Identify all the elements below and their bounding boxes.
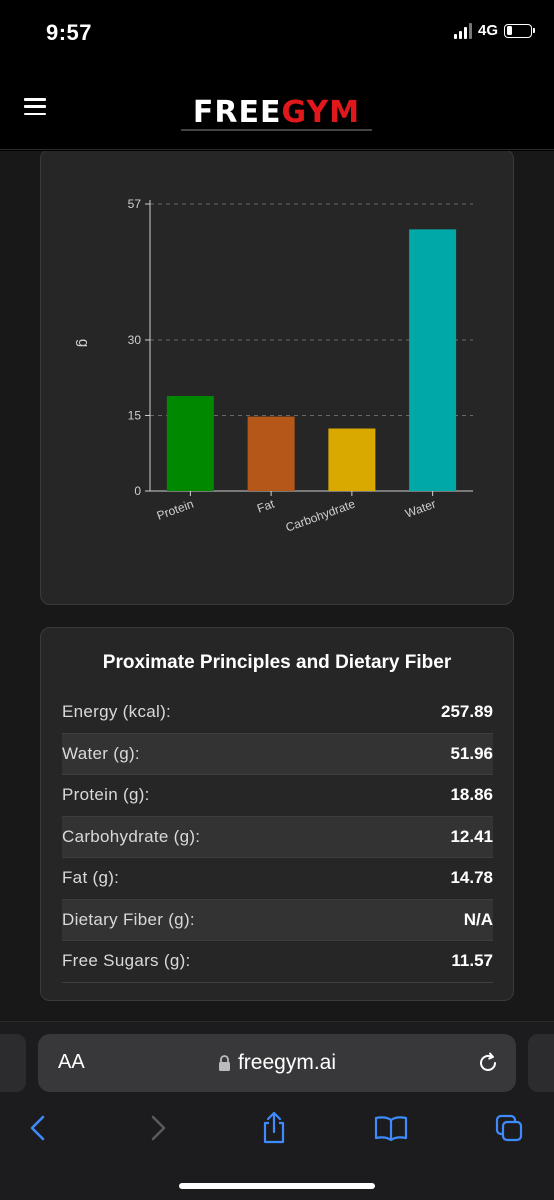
nutrition-row: Dietary Fiber (g): N/A	[62, 899, 493, 941]
y-tick-label: 57	[128, 197, 142, 211]
logo-free-text: FREE	[192, 94, 282, 130]
status-bar: 9:57 4G	[0, 0, 554, 66]
x-tick-label: Carbohydrate	[284, 497, 357, 535]
status-indicators: 4G	[453, 22, 535, 39]
url-display: freegym.ai	[38, 1034, 516, 1092]
lock-icon	[218, 1054, 230, 1071]
nutrition-row: Protein (g): 18.86	[62, 775, 493, 817]
nutrition-value: 51.96	[450, 743, 493, 763]
nutrition-row: Carbohydrate (g): 12.41	[62, 816, 493, 858]
nutrition-table: Energy (kcal): 257.89 Water (g): 51.96 Prote…	[62, 692, 493, 983]
browser-toolbar	[0, 1108, 554, 1148]
nutrition-value: 257.89	[441, 702, 493, 722]
tabs-icon	[495, 1114, 523, 1142]
share-button[interactable]	[254, 1108, 294, 1148]
nutrition-label: Water (g):	[62, 743, 140, 763]
x-tick-label: Protein	[155, 497, 196, 523]
x-tick-label: Water	[403, 497, 437, 521]
logo-gym-text: GYM	[281, 94, 361, 130]
nutrition-label: Dietary Fiber (g):	[62, 909, 195, 929]
previous-tab-peek[interactable]	[0, 1034, 26, 1092]
home-indicator	[179, 1183, 375, 1189]
app-header: FREE GYM	[0, 66, 554, 150]
bar-carbohydrate[interactable]	[328, 428, 376, 491]
signal-icon	[453, 22, 472, 39]
y-tick-label: 0	[134, 484, 141, 498]
reload-icon[interactable]	[476, 1051, 500, 1075]
tabs-button[interactable]	[489, 1108, 529, 1148]
nutrition-label: Protein (g):	[62, 785, 150, 805]
share-icon	[263, 1111, 285, 1144]
nutrition-label: Carbohydrate (g):	[62, 826, 201, 846]
nutrition-row: Fat (g): 14.78	[62, 858, 493, 900]
network-label: 4G	[477, 22, 498, 39]
y-axis-label: g	[75, 339, 92, 347]
nutrition-row: Water (g): 51.96	[62, 733, 493, 775]
nutrition-value: N/A	[463, 909, 493, 929]
hamburger-menu-icon[interactable]	[24, 98, 46, 115]
forward-icon	[151, 1115, 166, 1141]
freegym-logo[interactable]: FREE GYM	[181, 96, 372, 131]
bar-protein[interactable]	[166, 396, 214, 491]
status-time: 9:57	[46, 20, 93, 45]
main-content[interactable]: 0 15 30 57 g Protein Fat Carbohydrate Water Prox…	[0, 151, 554, 1021]
nutrition-row: Free Sugars (g): 11.57	[62, 941, 493, 983]
nutrition-label: Fat (g):	[62, 868, 120, 888]
nutrition-value: 18.86	[450, 785, 493, 805]
bookmarks-icon	[374, 1116, 408, 1142]
bookmarks-button[interactable]	[371, 1108, 411, 1148]
y-tick-label: 30	[128, 333, 142, 347]
y-tick-label: 15	[128, 408, 142, 422]
next-tab-peek[interactable]	[528, 1034, 554, 1092]
nutrition-label: Energy (kcal):	[62, 702, 172, 722]
x-tick-label: Fat	[255, 496, 277, 515]
bar-fat[interactable]	[247, 416, 295, 491]
address-bar[interactable]: AA freegym.ai	[38, 1034, 516, 1092]
macronutrient-bar-chart: 0 15 30 57 g Protein Fat Carbohydrate Water	[75, 197, 473, 535]
browser-bar: AA freegym.ai	[0, 1021, 554, 1200]
url-text: freegym.ai	[237, 1051, 337, 1074]
back-icon	[30, 1115, 45, 1141]
forward-button[interactable]	[138, 1108, 178, 1148]
reader-aa-button[interactable]: AA	[58, 1051, 85, 1074]
nutrition-row: Energy (kcal): 257.89	[62, 692, 493, 734]
aa-label: AA	[58, 1051, 85, 1073]
battery-level	[506, 26, 513, 35]
macronutrient-chart-card: 0 15 30 57 g Protein Fat Carbohydrate Water	[40, 151, 514, 605]
proximate-principles-card: Proximate Principles and Dietary Fiber E…	[40, 627, 514, 1001]
bar-water[interactable]	[409, 229, 457, 491]
nutrition-label: Free Sugars (g):	[62, 951, 191, 971]
nutrition-card-title: Proximate Principles and Dietary Fiber	[102, 652, 452, 673]
back-button[interactable]	[18, 1108, 58, 1148]
battery-icon	[504, 23, 535, 38]
nutrition-value: 11.57	[451, 951, 493, 971]
nutrition-value: 12.41	[450, 826, 493, 846]
nutrition-value: 14.78	[450, 868, 493, 888]
